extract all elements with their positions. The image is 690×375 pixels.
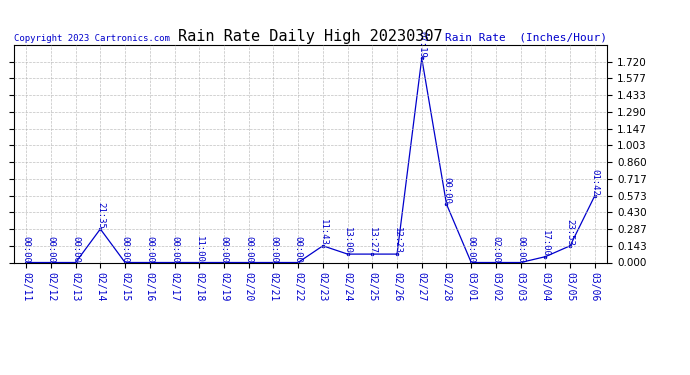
Text: 00:00: 00:00 [269,236,278,262]
Text: 00:00: 00:00 [71,236,80,262]
Text: 07:19: 07:19 [417,32,426,58]
Text: 11:43: 11:43 [318,219,327,246]
Text: 00:00: 00:00 [244,236,253,262]
Text: 01:42: 01:42 [591,169,600,196]
Text: 13:00: 13:00 [343,227,352,254]
Text: 13:27: 13:27 [368,227,377,254]
Text: 00:00: 00:00 [516,236,525,262]
Text: 00:00: 00:00 [46,236,55,262]
Text: 17:00: 17:00 [541,230,550,256]
Text: Rain Rate  (Inches/Hour): Rain Rate (Inches/Hour) [445,33,607,43]
Text: 00:00: 00:00 [466,236,475,262]
Text: Copyright 2023 Cartronics.com: Copyright 2023 Cartronics.com [14,34,170,43]
Text: 11:00: 11:00 [195,236,204,262]
Text: 12:23: 12:23 [393,227,402,254]
Text: 00:00: 00:00 [121,236,130,262]
Text: 00:00: 00:00 [294,236,303,262]
Text: 02:00: 02:00 [491,236,500,262]
Text: 00:00: 00:00 [21,236,30,262]
Text: 00:00: 00:00 [146,236,155,262]
Text: 00:00: 00:00 [219,236,228,262]
Title: Rain Rate Daily High 20230307: Rain Rate Daily High 20230307 [178,29,443,44]
Text: 00:00: 00:00 [170,236,179,262]
Text: 00:00: 00:00 [442,177,451,204]
Text: 21:35: 21:35 [96,202,105,229]
Text: 23:53: 23:53 [566,219,575,246]
